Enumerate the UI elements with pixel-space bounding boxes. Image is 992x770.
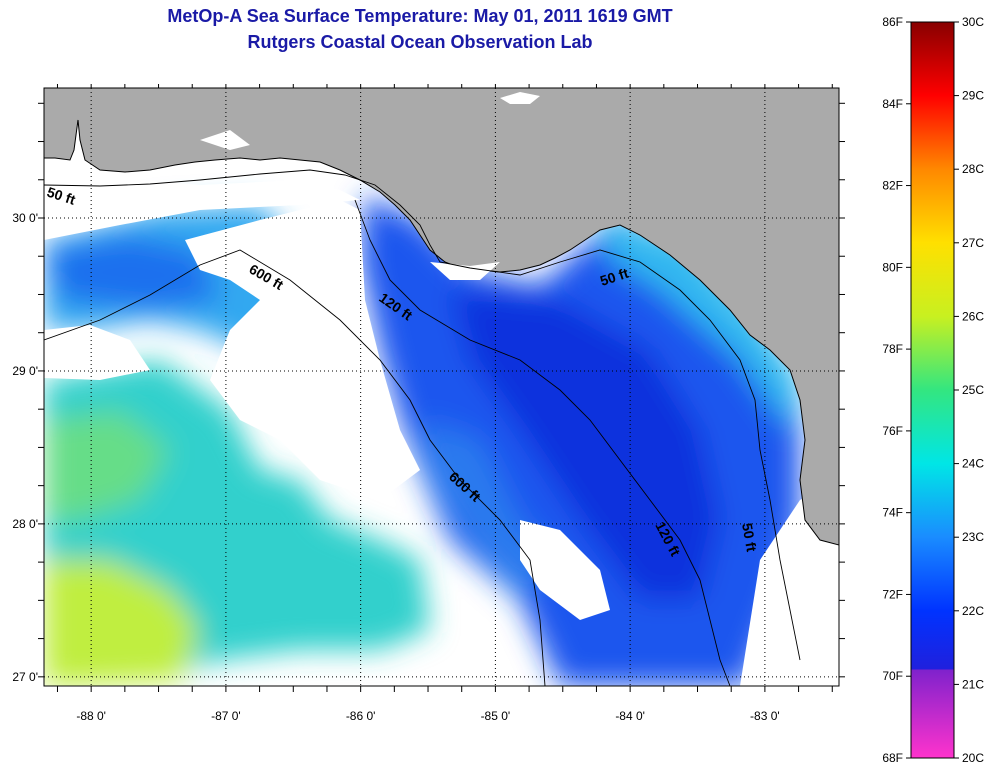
contour-label-50ft-south: 50 ft — [739, 522, 760, 553]
colorbar-c-label: 28C — [962, 162, 984, 176]
colorbar-c-label: 20C — [962, 751, 984, 765]
colorbar-fahrenheit-labels: 86F 84F 82F 80F 78F 76F 74F 72F 70F 68F — [882, 15, 911, 765]
colorbar-c-label: 24C — [962, 457, 984, 471]
sst-patch-east-core — [450, 290, 720, 600]
contour-600ft — [44, 249, 546, 686]
longitude-label: -84 0' — [615, 709, 645, 723]
latitude-label: 29 0' — [12, 364, 38, 378]
colorbar-c-label: 26C — [962, 309, 984, 323]
sst-patch-southwest-warm — [44, 410, 170, 520]
longitude-label: -85 0' — [481, 709, 511, 723]
colorbar-c-label: 22C — [962, 604, 984, 618]
axis-ticks — [38, 84, 845, 692]
map-panel: 50 ft 600 ft 120 ft 50 ft 600 ft 120 ft … — [44, 88, 839, 686]
bay-west — [200, 130, 250, 150]
colorbar-f-label: 84F — [882, 97, 903, 111]
colorbar-f-label: 74F — [882, 506, 903, 520]
colorbar-f-label: 72F — [882, 587, 903, 601]
map-frame — [43, 87, 840, 687]
colorbar-f-label: 86F — [882, 15, 903, 29]
sst-patch-yellow — [44, 560, 200, 686]
graticule — [44, 88, 839, 686]
inland-water — [500, 92, 540, 104]
colorbar-c-label: 29C — [962, 89, 984, 103]
map-subtitle: Rutgers Coastal Ocean Observation Lab — [247, 32, 593, 52]
land-mass — [44, 88, 839, 546]
isobath-contours — [44, 169, 801, 686]
colorbar-f-label: 76F — [882, 424, 903, 438]
colorbar-c-label: 25C — [962, 383, 984, 397]
latitude-label: 28 0' — [12, 517, 38, 531]
contour-120ft — [354, 199, 731, 686]
longitude-label: -86 0' — [346, 709, 376, 723]
colorbar-f-label: 80F — [882, 260, 903, 274]
colorbar-c-label: 27C — [962, 236, 984, 250]
colorbar-gradient — [910, 21, 955, 759]
latitude-label: 30 0' — [12, 211, 38, 225]
colorbar-c-label: 30C — [962, 15, 984, 29]
colorbar: 86F 84F 82F 80F 78F 76F 74F 72F 70F 68F 30C 29C 28C… — [882, 15, 984, 765]
colorbar-f-label: 70F — [882, 669, 903, 683]
latitude-label: 27 0' — [12, 670, 38, 684]
colorbar-f-label: 68F — [882, 751, 903, 765]
latitude-labels: 30 0' 29 0' 28 0' 27 0' — [12, 211, 38, 684]
map-title: MetOp-A Sea Surface Temperature: May 01,… — [167, 6, 673, 26]
longitude-label: -88 0' — [76, 709, 106, 723]
longitude-label: -87 0' — [211, 709, 241, 723]
cloud-patch-east — [520, 520, 610, 620]
longitude-label: -83 0' — [750, 709, 780, 723]
colorbar-f-label: 82F — [882, 179, 903, 193]
bay-apalachicola — [430, 262, 500, 280]
colorbar-celsius-labels: 30C 29C 28C 27C 26C 25C 24C 23C 22C 21C 20C — [954, 15, 984, 765]
contour-50ft-north — [44, 169, 801, 661]
colorbar-c-label: 21C — [962, 677, 984, 691]
sst-patch-northwest-cool — [44, 235, 220, 310]
colorbar-c-label: 23C — [962, 530, 984, 544]
longitude-labels: -88 0' -87 0' -86 0' -85 0' -84 0' -83 0' — [76, 709, 779, 723]
colorbar-f-label: 78F — [882, 342, 903, 356]
